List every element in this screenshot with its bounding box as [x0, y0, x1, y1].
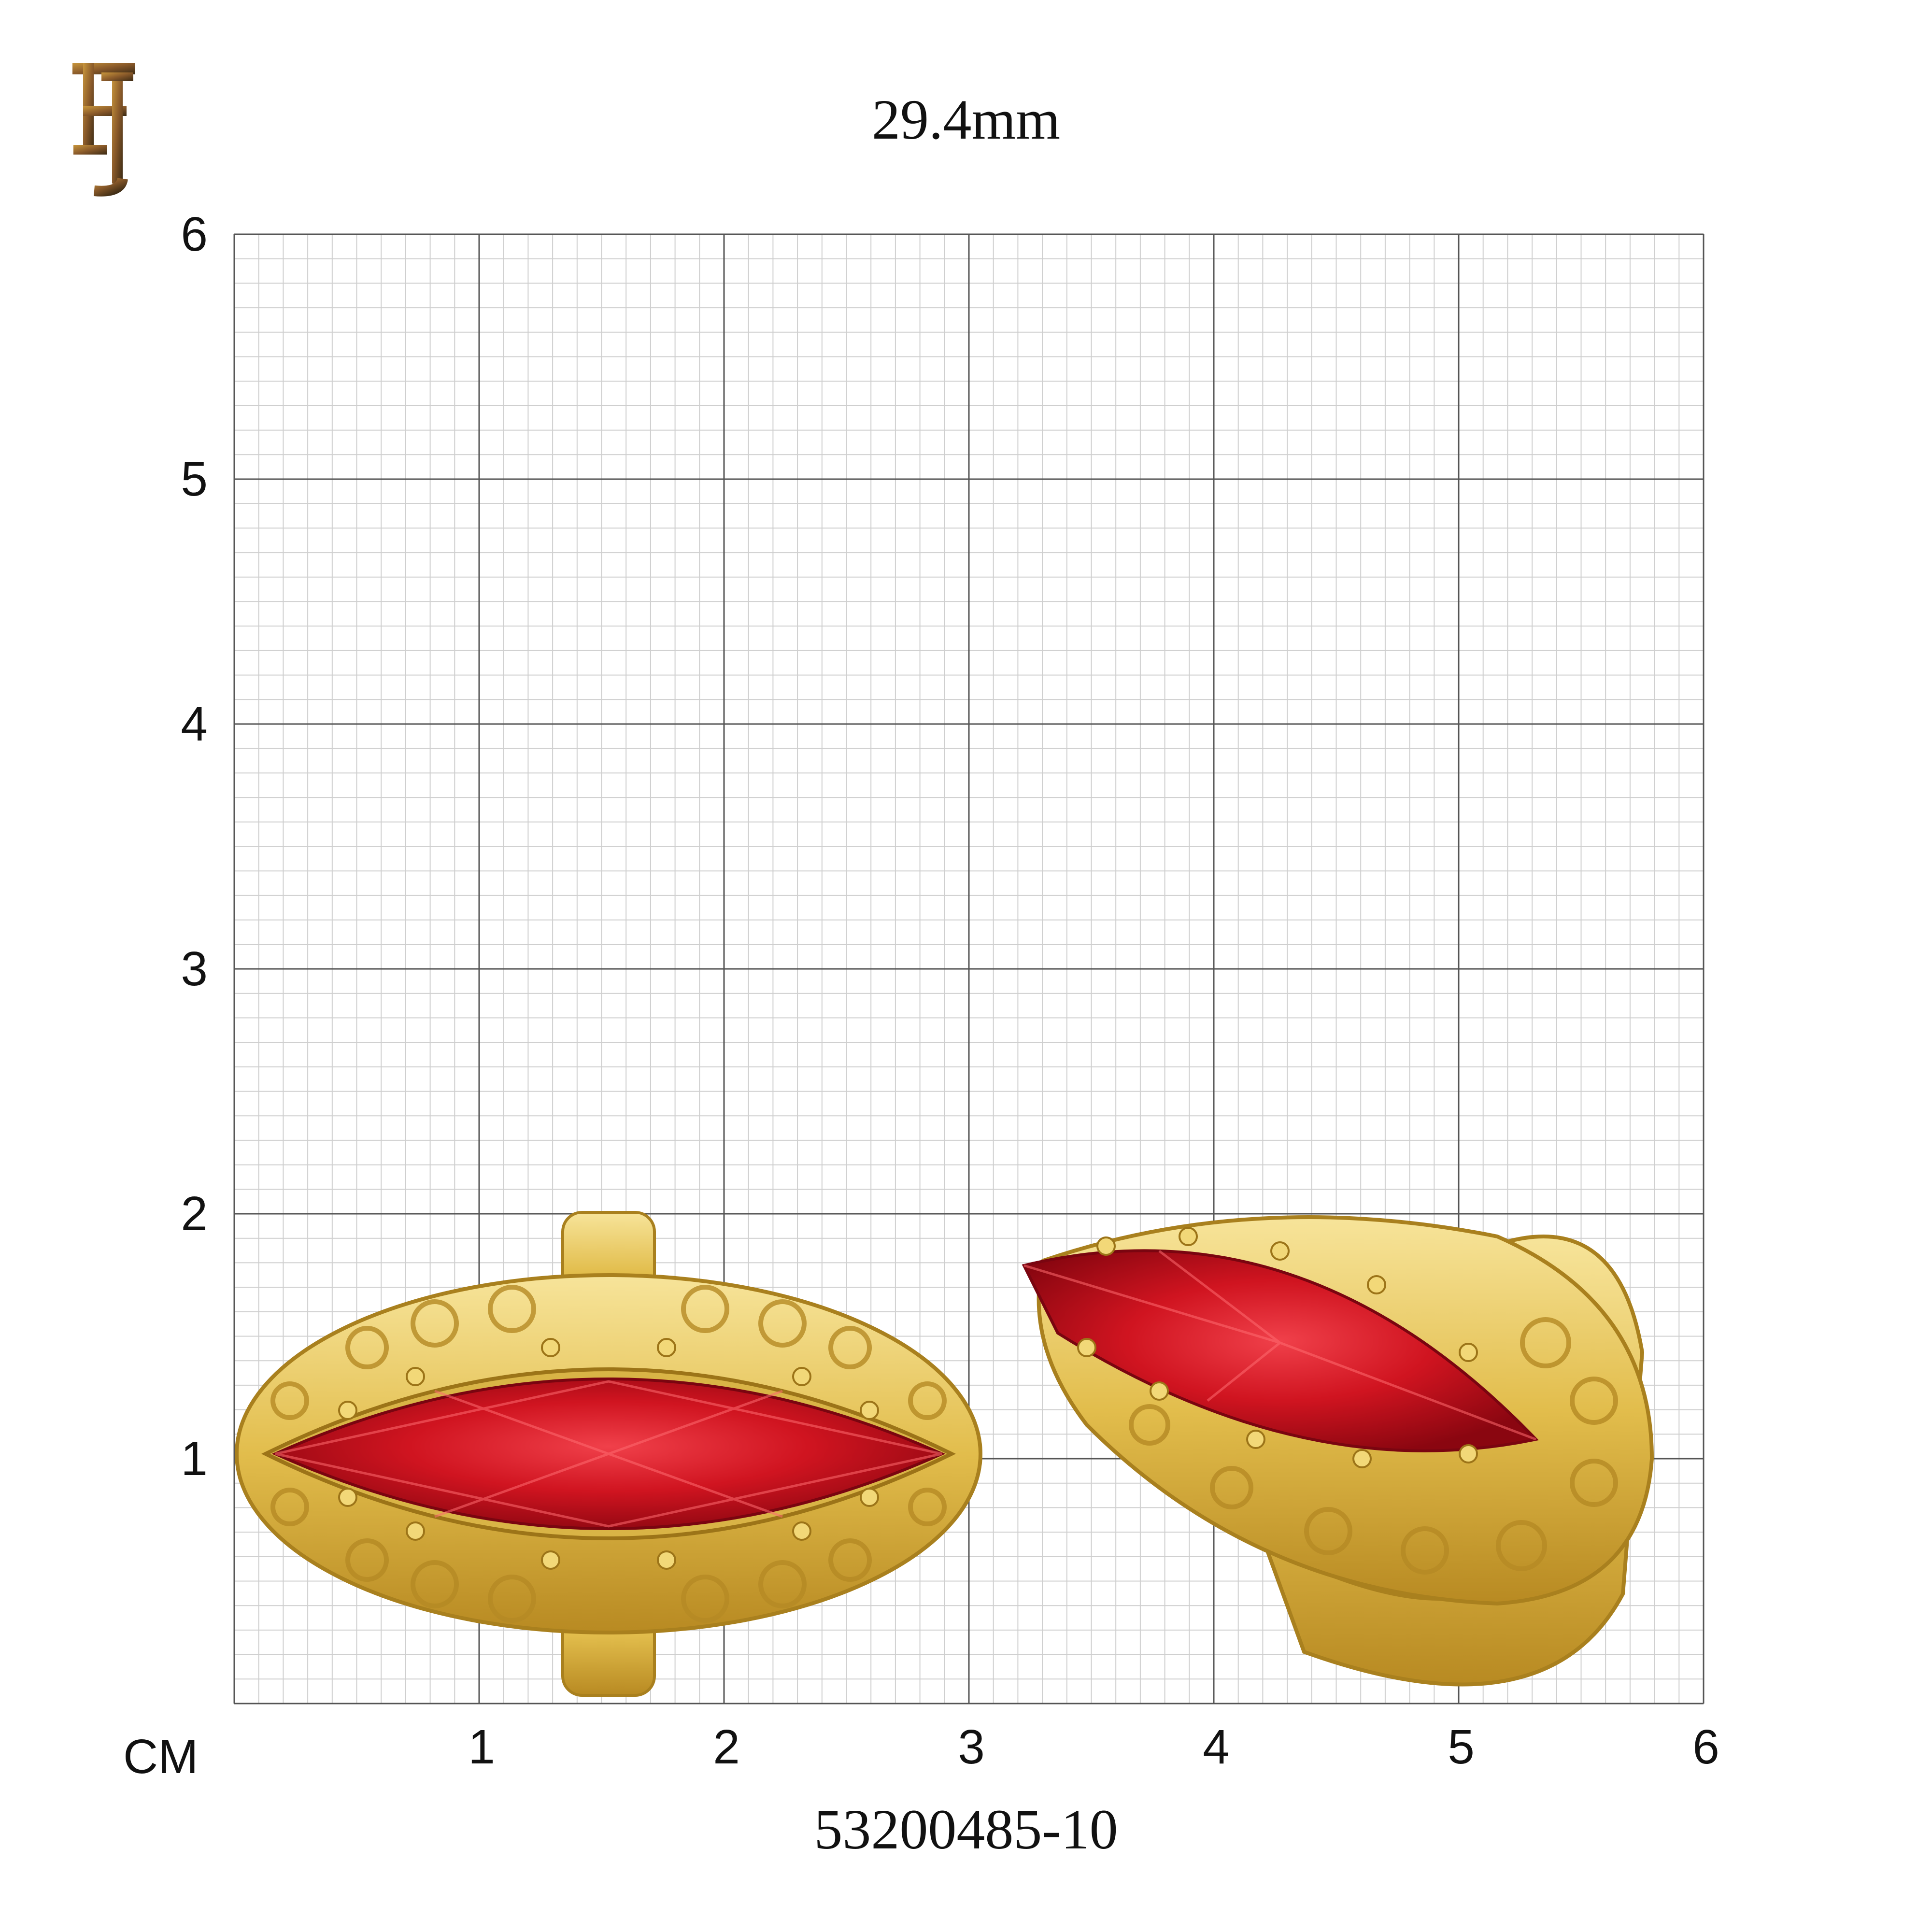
- x-tick-label: 2: [713, 1720, 740, 1774]
- stone-facets-angled: [1023, 1250, 1536, 1441]
- y-tick-label: 3: [181, 942, 208, 996]
- x-tick-label: 6: [1692, 1720, 1719, 1774]
- x-tick-label: 5: [1448, 1720, 1475, 1774]
- x-tick-label: 4: [1203, 1720, 1230, 1774]
- y-tick-label: 2: [181, 1187, 208, 1241]
- y-tick-label: 1: [181, 1432, 208, 1486]
- prongs-angled: [1077, 1227, 1478, 1468]
- ring-angled-view: [1022, 1215, 1654, 1687]
- stone-facets: [275, 1380, 942, 1528]
- x-tick-label: 3: [958, 1720, 985, 1774]
- brand-logo: [72, 63, 135, 197]
- dimension-label: 29.4mm: [871, 88, 1061, 151]
- product-sku: 53200485-10: [814, 1798, 1118, 1861]
- ring-top-view: [235, 1211, 982, 1697]
- x-tick-label: 1: [468, 1720, 495, 1774]
- prongs: [338, 1338, 879, 1570]
- y-tick-label: 5: [181, 452, 208, 506]
- filigree-pattern-angled: [1129, 1317, 1618, 1575]
- y-tick-label: 6: [181, 207, 208, 261]
- unit-label: CM: [123, 1730, 199, 1784]
- y-tick-label: 4: [181, 697, 208, 751]
- filigree-pattern: [270, 1285, 947, 1623]
